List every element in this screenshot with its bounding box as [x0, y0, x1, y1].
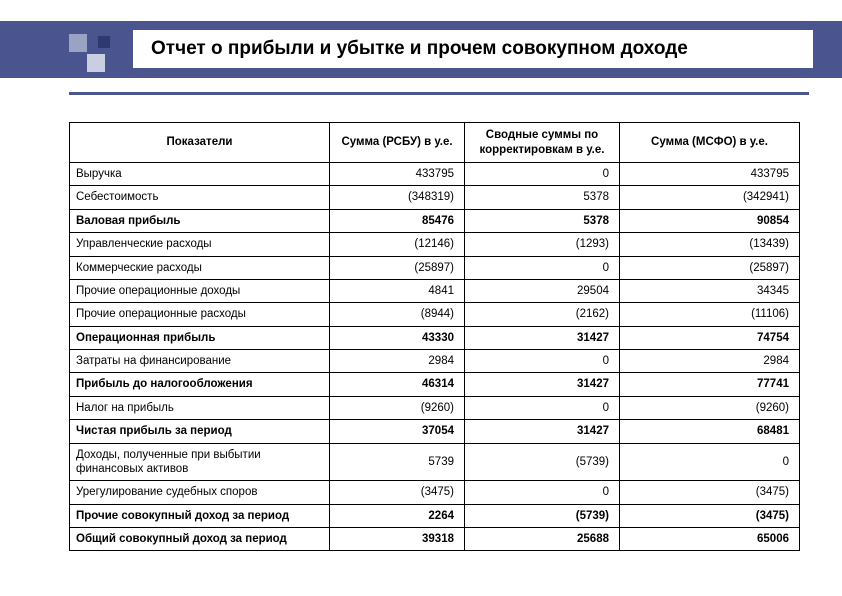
cell-rsbu: 37054: [330, 420, 465, 443]
table-row: Прочие совокупный доход за период2264(57…: [70, 504, 800, 527]
table-row: Общий совокупный доход за период39318256…: [70, 528, 800, 551]
cell-adjustments: 0: [465, 396, 620, 419]
cell-adjustments: 5378: [465, 186, 620, 209]
table-row: Управленческие расходы(12146)(1293)(1343…: [70, 233, 800, 256]
cell-rsbu: (9260): [330, 396, 465, 419]
table-row: Прибыль до налогообложения46314314277774…: [70, 373, 800, 396]
cell-rsbu: 2984: [330, 350, 465, 373]
cell-msfo: 77741: [620, 373, 800, 396]
cell-msfo: 433795: [620, 163, 800, 186]
cell-adjustments: (5739): [465, 443, 620, 481]
cell-adjustments: 0: [465, 163, 620, 186]
col-header-rsbu: Сумма (РСБУ) в у.е.: [330, 123, 465, 163]
cell-indicator: Общий совокупный доход за период: [70, 528, 330, 551]
cell-indicator: Прибыль до налогообложения: [70, 373, 330, 396]
cell-adjustments: 0: [465, 256, 620, 279]
cell-indicator: Затраты на финансирование: [70, 350, 330, 373]
table-row: Затраты на финансирование298402984: [70, 350, 800, 373]
cell-adjustments: 29504: [465, 279, 620, 302]
table-header-row: Показатели Сумма (РСБУ) в у.е. Сводные с…: [70, 123, 800, 163]
cell-indicator: Коммерческие расходы: [70, 256, 330, 279]
cell-msfo: (25897): [620, 256, 800, 279]
cell-adjustments: 0: [465, 481, 620, 504]
cell-msfo: 34345: [620, 279, 800, 302]
cell-indicator: Прочие совокупный доход за период: [70, 504, 330, 527]
decor-square-pale: [87, 54, 105, 72]
cell-indicator: Урегулирование судебных споров: [70, 481, 330, 504]
table-body: Выручка4337950433795Себестоимость(348319…: [70, 163, 800, 551]
table-row: Коммерческие расходы(25897)0(25897): [70, 256, 800, 279]
cell-rsbu: (12146): [330, 233, 465, 256]
cell-rsbu: 85476: [330, 209, 465, 232]
cell-rsbu: 39318: [330, 528, 465, 551]
title-container: Отчет о прибыли и убытке и прочем совоку…: [133, 30, 813, 68]
cell-msfo: 0: [620, 443, 800, 481]
cell-msfo: (9260): [620, 396, 800, 419]
cell-rsbu: 5739: [330, 443, 465, 481]
cell-indicator: Себестоимость: [70, 186, 330, 209]
cell-adjustments: 0: [465, 350, 620, 373]
table-row: Прочие операционные расходы(8944)(2162)(…: [70, 303, 800, 326]
cell-rsbu: (8944): [330, 303, 465, 326]
cell-adjustments: 25688: [465, 528, 620, 551]
cell-indicator: Валовая прибыль: [70, 209, 330, 232]
cell-msfo: (3475): [620, 504, 800, 527]
table-row: Урегулирование судебных споров(3475)0(34…: [70, 481, 800, 504]
col-header-indicator: Показатели: [70, 123, 330, 163]
cell-indicator: Управленческие расходы: [70, 233, 330, 256]
report-table: Показатели Сумма (РСБУ) в у.е. Сводные с…: [69, 122, 800, 551]
col-header-msfo: Сумма (МСФО) в у.е.: [620, 123, 800, 163]
table-row: Прочие операционные доходы48412950434345: [70, 279, 800, 302]
cell-adjustments: 5378: [465, 209, 620, 232]
title-underline: [69, 92, 809, 95]
cell-msfo: (13439): [620, 233, 800, 256]
decor-square-dark: [98, 36, 110, 48]
cell-indicator: Операционная прибыль: [70, 326, 330, 349]
cell-adjustments: (1293): [465, 233, 620, 256]
table-row: Выручка4337950433795: [70, 163, 800, 186]
cell-msfo: 65006: [620, 528, 800, 551]
cell-msfo: 90854: [620, 209, 800, 232]
table-row: Доходы, полученные при выбытии финансовы…: [70, 443, 800, 481]
cell-msfo: (11106): [620, 303, 800, 326]
cell-rsbu: 46314: [330, 373, 465, 396]
cell-msfo: 68481: [620, 420, 800, 443]
report-table-area: Показатели Сумма (РСБУ) в у.е. Сводные с…: [69, 122, 799, 551]
table-row: Чистая прибыль за период370543142768481: [70, 420, 800, 443]
cell-msfo: (342941): [620, 186, 800, 209]
cell-indicator: Налог на прибыль: [70, 396, 330, 419]
cell-indicator: Прочие операционные расходы: [70, 303, 330, 326]
cell-msfo: 74754: [620, 326, 800, 349]
col-header-adjustments: Сводные суммы по корректировкам в у.е.: [465, 123, 620, 163]
cell-msfo: 2984: [620, 350, 800, 373]
table-row: Операционная прибыль433303142774754: [70, 326, 800, 349]
cell-rsbu: 2264: [330, 504, 465, 527]
page-title: Отчет о прибыли и убытке и прочем совоку…: [151, 38, 688, 60]
cell-msfo: (3475): [620, 481, 800, 504]
cell-adjustments: (2162): [465, 303, 620, 326]
decor-square-light: [69, 34, 87, 52]
table-row: Валовая прибыль85476537890854: [70, 209, 800, 232]
cell-rsbu: (25897): [330, 256, 465, 279]
table-row: Налог на прибыль(9260)0(9260): [70, 396, 800, 419]
cell-adjustments: 31427: [465, 420, 620, 443]
cell-indicator: Доходы, полученные при выбытии финансовы…: [70, 443, 330, 481]
cell-indicator: Прочие операционные доходы: [70, 279, 330, 302]
cell-adjustments: 31427: [465, 373, 620, 396]
cell-rsbu: 4841: [330, 279, 465, 302]
cell-indicator: Выручка: [70, 163, 330, 186]
cell-rsbu: 433795: [330, 163, 465, 186]
table-row: Себестоимость(348319)5378(342941): [70, 186, 800, 209]
cell-adjustments: (5739): [465, 504, 620, 527]
cell-rsbu: 43330: [330, 326, 465, 349]
cell-rsbu: (3475): [330, 481, 465, 504]
cell-indicator: Чистая прибыль за период: [70, 420, 330, 443]
cell-adjustments: 31427: [465, 326, 620, 349]
cell-rsbu: (348319): [330, 186, 465, 209]
